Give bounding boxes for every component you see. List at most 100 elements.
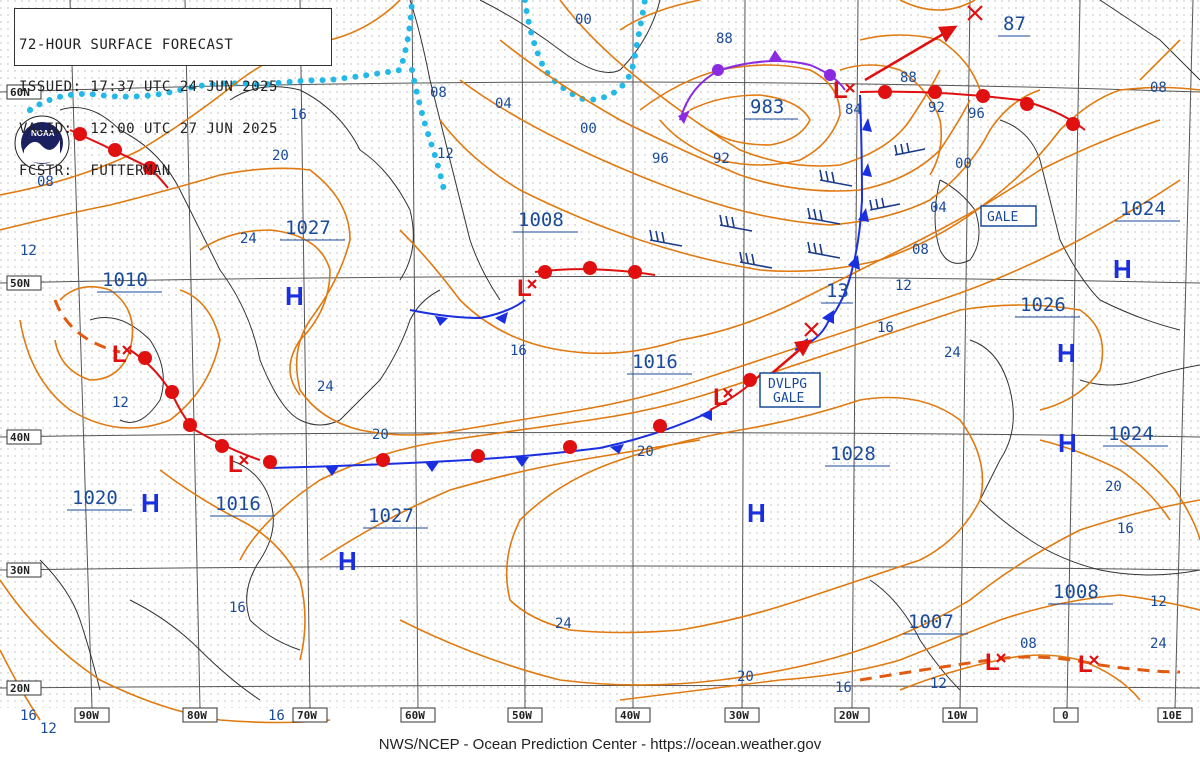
isobar-label: 08	[912, 242, 929, 258]
pressure-label: 1010	[102, 269, 148, 291]
pressure-label: 1020	[72, 487, 118, 509]
low-symbol: L	[517, 275, 532, 302]
isobar-label: 16	[290, 107, 307, 123]
pressure-label: 1007	[908, 611, 954, 633]
isobar-label: 12	[1150, 594, 1167, 610]
lon-label: 60W	[405, 709, 425, 722]
lon-label: 10E	[1162, 709, 1182, 722]
header-title: 72-HOUR SURFACE FORECAST	[19, 37, 234, 53]
isobar-label: 24	[555, 616, 572, 632]
lon-label: 30W	[729, 709, 749, 722]
isobar-label: 16	[877, 320, 894, 336]
coastlines	[39, 0, 1200, 701]
isobar-label: 20	[1105, 479, 1122, 495]
isobar-label: 12	[40, 721, 57, 737]
isobar-label: 96	[968, 106, 985, 122]
lon-label: 90W	[79, 709, 99, 722]
dvlpg-gale-line2: GALE	[773, 391, 804, 406]
isobar-label: 16	[20, 708, 37, 724]
isobar-label: 04	[930, 200, 947, 216]
occluded-front	[678, 50, 846, 124]
isobar-label: 00	[955, 156, 972, 172]
isobar-label: 88	[900, 70, 917, 86]
gale-warning-label: GALE	[987, 210, 1018, 225]
isobar-label: 08	[37, 174, 54, 190]
low-symbol: L	[713, 384, 728, 411]
isobar-label: 04	[495, 96, 512, 112]
wind-barbs	[649, 142, 926, 269]
isobar-label: 88	[716, 31, 733, 47]
lon-label: 0	[1062, 709, 1069, 722]
low-symbol: L	[112, 341, 127, 368]
lon-label: 10W	[947, 709, 967, 722]
lat-label-30n: 30N	[10, 564, 30, 577]
low-symbol: L	[985, 649, 1000, 676]
header-forecaster: FCSTR: FUTTERMAN	[19, 163, 171, 179]
isobar-label: 00	[575, 12, 592, 28]
pressure-label: 13	[826, 280, 849, 302]
header-valid: VALID: 12:00 UTC 27 JUN 2025	[19, 121, 278, 137]
high-symbol: H	[1113, 254, 1132, 284]
high-symbol: H	[338, 546, 357, 576]
isobar-label: 16	[1117, 521, 1134, 537]
isobar-label: 24	[317, 379, 334, 395]
isobar-label: 92	[928, 100, 945, 116]
warm-front-semicircles	[73, 85, 1080, 469]
high-symbol: H	[285, 281, 304, 311]
troughs	[53, 299, 1181, 682]
isobar-label: 20	[737, 669, 754, 685]
isobar-label: 08	[430, 85, 447, 101]
isobar-label: 24	[1150, 636, 1167, 652]
dvlpg-gale-line1: DVLPG	[768, 377, 807, 392]
forecast-header: 72-HOUR SURFACE FORECAST ISSUED: 17:37 U…	[14, 8, 332, 178]
isobar-label: 12	[930, 676, 947, 692]
pressure-label: 1024	[1120, 198, 1166, 220]
isobar-label: 24	[240, 231, 257, 247]
storm-track-arrows	[769, 25, 958, 376]
longitude-labels: 90W 80W 70W 60W 50W 40W 30W 20W 10W 0 10…	[74, 707, 1193, 723]
isobar-label: 20	[272, 148, 289, 164]
low-symbol: L	[833, 77, 848, 104]
lon-label: 20W	[839, 709, 859, 722]
isobar-label: 12	[437, 146, 454, 162]
lon-label: 40W	[620, 709, 640, 722]
high-symbol: H	[1058, 428, 1077, 458]
pressure-label: 1026	[1020, 294, 1066, 316]
noaa-logo: NOAA	[14, 115, 70, 171]
high-symbol: H	[747, 498, 766, 528]
pressure-label: 1024	[1108, 423, 1154, 445]
isobar-label: 12	[20, 243, 37, 259]
graticule-lines	[0, 0, 1200, 709]
header-issued: ISSUED: 17:37 UTC 24 JUN 2025	[19, 79, 278, 95]
lat-label-60n: 60N	[10, 86, 30, 99]
isobar-label: 92	[713, 151, 730, 167]
isobar-label: 12	[112, 395, 129, 411]
footer-credit: NWS/NCEP - Ocean Prediction Center - htt…	[378, 736, 822, 753]
pressure-label: 983	[750, 96, 784, 118]
isobar-label: 20	[637, 444, 654, 460]
lat-label-40n: 40N	[10, 431, 30, 444]
lon-label: 50W	[512, 709, 532, 722]
pressure-label: 1008	[518, 209, 564, 231]
lon-label: 80W	[187, 709, 207, 722]
lon-label: 70W	[297, 709, 317, 722]
lat-label-20n: 20N	[10, 682, 30, 695]
isobar-value-labels: 00 88 08 04 00 16 20 96 92 88 92 96 08 8…	[20, 12, 1167, 737]
pressure-label: 87	[1003, 13, 1026, 35]
isobar-label: 24	[944, 345, 961, 361]
isobar-label: 12	[895, 278, 912, 294]
isobar-label: 16	[229, 600, 246, 616]
latitude-labels: 60N 50N 40N 30N 20N	[6, 84, 42, 696]
pressure-label: 1027	[285, 217, 331, 239]
warning-boxes: GALE DVLPG GALE	[759, 205, 1037, 408]
lat-label-50n: 50N	[10, 277, 30, 290]
isobar-label: 84	[845, 102, 862, 118]
isobar-label: 16	[510, 343, 527, 359]
pressure-label-underlines	[67, 35, 1180, 635]
isobar-label: 96	[652, 151, 669, 167]
isobar-label: 16	[268, 708, 285, 724]
pressure-value-labels: 1027 1010 1008 983 87 1024 1026 1024 13 …	[72, 13, 1166, 633]
gale-warning-box	[980, 205, 1037, 227]
dvlpg-gale-warning-box	[759, 372, 821, 408]
